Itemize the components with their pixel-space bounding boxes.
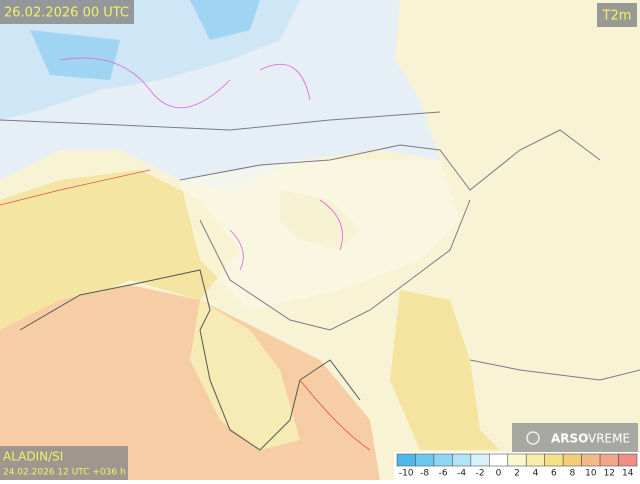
colorbar-label: -2 — [476, 469, 485, 479]
colorbar-label: -10 — [399, 469, 414, 479]
model-name: ALADIN/SI — [3, 450, 63, 464]
colorbar-swatch — [562, 453, 582, 467]
colorbar-label: 0 — [496, 469, 502, 479]
colorbar-label: 2 — [514, 469, 520, 479]
colorbar-label: -8 — [420, 469, 429, 479]
colorbar-swatch — [433, 453, 453, 467]
colorbar-swatch — [544, 453, 564, 467]
logo-box — [512, 423, 638, 453]
logo-brand: ARSO — [551, 432, 588, 446]
colorbar-label: 12 — [604, 469, 615, 479]
colorbar-label: 6 — [551, 469, 557, 479]
colorbar-label: 14 — [622, 469, 634, 479]
colorbar-swatch — [507, 453, 527, 467]
parameter-box — [597, 3, 637, 27]
logo-product: VREME — [588, 432, 630, 446]
colorbar-swatch — [489, 453, 509, 467]
colorbar-swatch — [618, 453, 638, 467]
colorbar-swatch — [525, 453, 545, 467]
colorbar-swatch — [452, 453, 472, 467]
colorbar-label: 8 — [570, 469, 576, 479]
colorbar-label: 10 — [585, 469, 597, 479]
colorbar-swatch — [396, 453, 416, 467]
colorbar-label: -6 — [439, 469, 448, 479]
colorbar-swatch — [599, 453, 619, 467]
colorbar-swatch — [415, 453, 435, 467]
colorbar-label: -4 — [457, 469, 466, 479]
model-run: 24.02.2026 12 UTC +036 h — [3, 468, 126, 478]
model-box — [0, 446, 128, 480]
valid-time: 26.02.2026 00 UTC — [4, 6, 129, 21]
colorbar-label: 4 — [533, 469, 539, 479]
parameter: T2m — [602, 9, 632, 24]
logo-icon — [526, 431, 540, 445]
colorbar: -10 -8 -6 -4 -2 0 2 4 6 8 10 12 14 — [396, 453, 638, 479]
colorbar-swatch — [470, 453, 490, 467]
valid-time-box — [0, 0, 134, 24]
colorbar-swatch — [581, 453, 601, 467]
